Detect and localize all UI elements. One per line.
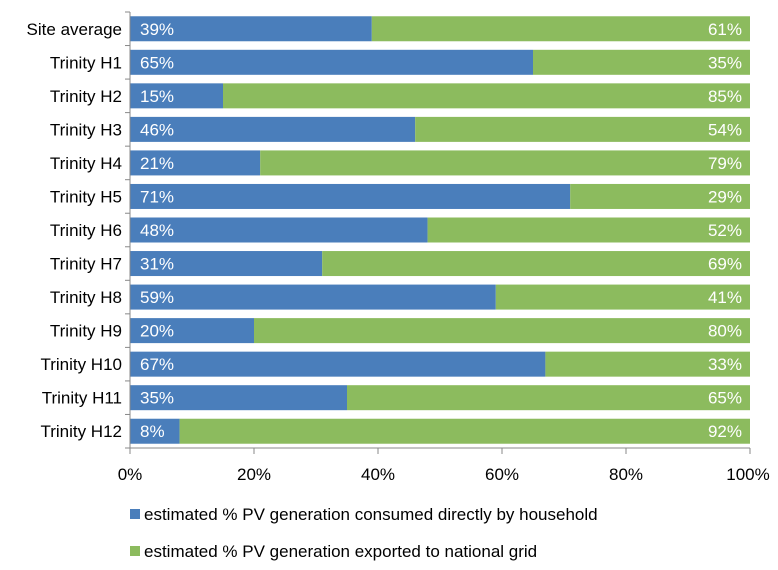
bar-exported-11	[347, 385, 750, 411]
x-tick-label: 0%	[118, 465, 143, 484]
legend-label: estimated % PV generation exported to na…	[144, 542, 537, 561]
legend-label: estimated % PV generation consumed direc…	[144, 505, 598, 524]
category-label: Trinity H4	[50, 154, 122, 173]
bar-exported-0	[371, 16, 750, 42]
data-label-exported: 54%	[708, 120, 742, 139]
data-label-exported: 85%	[708, 87, 742, 106]
bar-exported-7	[322, 251, 750, 277]
data-label-exported: 79%	[708, 154, 742, 173]
legend-swatch	[130, 509, 140, 519]
bar-exported-1	[533, 49, 750, 75]
category-label: Trinity H3	[50, 120, 122, 139]
bar-consumed-1	[130, 49, 533, 75]
data-label-consumed: 35%	[140, 389, 174, 408]
data-label-exported: 52%	[708, 221, 742, 240]
category-label: Trinity H7	[50, 255, 122, 274]
category-label: Trinity H1	[50, 53, 122, 72]
x-tick-label: 20%	[237, 465, 271, 484]
bar-consumed-5	[130, 183, 571, 209]
x-tick-label: 100%	[726, 465, 769, 484]
category-label: Trinity H5	[50, 187, 122, 206]
data-label-consumed: 71%	[140, 187, 174, 206]
x-tick-label: 40%	[361, 465, 395, 484]
bar-consumed-3	[130, 116, 416, 142]
data-label-consumed: 20%	[140, 322, 174, 341]
bar-exported-9	[254, 318, 750, 344]
bar-consumed-9	[130, 318, 254, 344]
data-label-exported: 33%	[708, 355, 742, 374]
data-label-consumed: 8%	[140, 422, 165, 441]
data-label-consumed: 21%	[140, 154, 174, 173]
bar-exported-6	[427, 217, 750, 243]
data-label-exported: 69%	[708, 255, 742, 274]
data-label-consumed: 46%	[140, 120, 174, 139]
data-label-consumed: 59%	[140, 288, 174, 307]
category-label: Trinity H9	[50, 322, 122, 341]
x-tick-label: 80%	[609, 465, 643, 484]
bar-exported-10	[545, 351, 750, 377]
category-label: Trinity H10	[40, 355, 122, 374]
data-label-exported: 35%	[708, 53, 742, 72]
category-label: Trinity H12	[40, 422, 122, 441]
bar-exported-2	[223, 83, 750, 109]
data-label-exported: 80%	[708, 322, 742, 341]
data-label-exported: 29%	[708, 187, 742, 206]
data-label-exported: 65%	[708, 389, 742, 408]
data-label-consumed: 39%	[140, 20, 174, 39]
legend-swatch	[130, 546, 140, 556]
data-label-exported: 92%	[708, 422, 742, 441]
x-tick-label: 60%	[485, 465, 519, 484]
data-label-consumed: 31%	[140, 255, 174, 274]
data-label-consumed: 48%	[140, 221, 174, 240]
bar-consumed-6	[130, 217, 428, 243]
bar-exported-3	[415, 116, 750, 142]
bar-consumed-2	[130, 83, 223, 109]
category-label: Trinity H11	[42, 389, 122, 408]
category-label: Trinity H2	[50, 87, 122, 106]
data-label-consumed: 15%	[140, 87, 174, 106]
bar-exported-8	[495, 284, 750, 310]
category-label: Site average	[27, 20, 122, 39]
bar-consumed-12	[130, 418, 180, 444]
bar-exported-4	[260, 150, 750, 176]
data-label-exported: 61%	[708, 20, 742, 39]
bar-exported-12	[179, 418, 751, 444]
data-label-exported: 41%	[708, 288, 742, 307]
bar-consumed-0	[130, 16, 372, 42]
data-label-consumed: 67%	[140, 355, 174, 374]
category-label: Trinity H6	[50, 221, 122, 240]
category-label: Trinity H8	[50, 288, 122, 307]
bar-consumed-10	[130, 351, 546, 377]
bar-consumed-8	[130, 284, 496, 310]
data-label-consumed: 65%	[140, 53, 174, 72]
bar-consumed-11	[130, 385, 347, 411]
bar-exported-5	[570, 183, 750, 209]
bar-consumed-7	[130, 251, 323, 277]
bar-consumed-4	[130, 150, 261, 176]
